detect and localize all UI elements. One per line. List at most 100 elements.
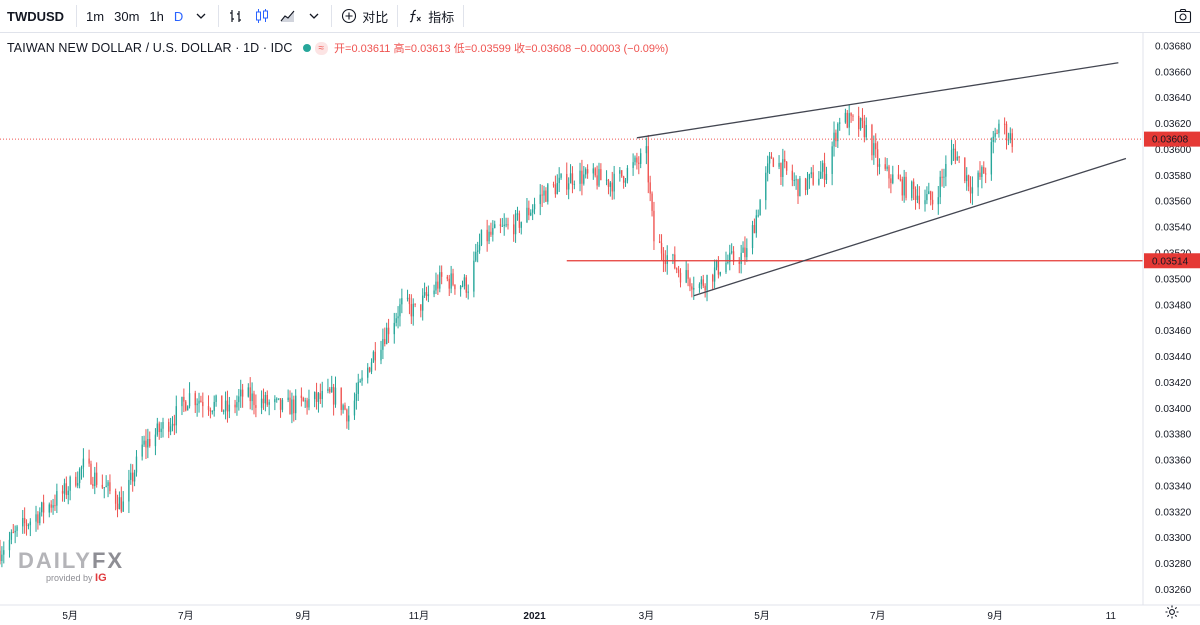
candle-body [702, 279, 704, 286]
candle-body [533, 204, 536, 210]
price-tick-label: 0.03600 [1155, 145, 1192, 156]
price-chart[interactable]: 0.03680 0.03660 0.03640 0.03620 0.03600 0.035… [0, 33, 1200, 625]
logo-provided-by: provided by IG [46, 572, 107, 584]
open-label: 开= [334, 43, 352, 55]
candles-chart-type-button[interactable] [249, 0, 275, 33]
delayed-data-badge[interactable]: ≈ [314, 41, 328, 55]
candle-body [238, 396, 240, 403]
compare-button[interactable]: 对比 [336, 0, 393, 33]
candle-body [14, 530, 16, 533]
candle-body [621, 170, 623, 177]
interval-dropdown-button[interactable] [188, 0, 214, 33]
candle-body [937, 197, 939, 205]
candle-body [969, 186, 972, 194]
price-tick-label: 0.03620 [1155, 119, 1192, 130]
candle-body [247, 387, 249, 397]
area-chart-type-button[interactable] [275, 0, 301, 33]
candle-body [662, 253, 665, 262]
candle-body [649, 182, 651, 194]
candle-body [1005, 124, 1008, 141]
candle-body [156, 423, 159, 435]
bar-chart-type-button[interactable] [223, 0, 249, 33]
candle-body [277, 398, 280, 400]
candle-body [797, 179, 799, 197]
candle-body [147, 438, 149, 448]
trendline-upper [636, 62, 1119, 139]
candle-body [435, 281, 437, 291]
candle-body [327, 388, 329, 392]
candle-body [367, 367, 369, 378]
candle-body [596, 175, 598, 186]
candle-body [92, 484, 94, 487]
candle-body [132, 472, 134, 482]
interval-d-button[interactable]: D [173, 8, 184, 24]
candle-body [332, 386, 335, 405]
candle-body [476, 250, 479, 252]
candle-body [677, 269, 680, 273]
candle-body [844, 112, 847, 123]
camera-icon[interactable] [1174, 7, 1192, 25]
candle-body [984, 173, 987, 175]
candle-body [1, 554, 3, 561]
indicators-button[interactable]: 指标 [402, 0, 459, 33]
candle-body [979, 172, 981, 177]
candle-body [569, 173, 572, 184]
candle-body [8, 539, 11, 551]
candle-body [846, 112, 848, 128]
open-value: 0.03611 [351, 43, 391, 55]
toolbar-divider [463, 5, 465, 27]
candle-body [61, 491, 64, 494]
candle-body [118, 497, 121, 510]
candle-body [727, 261, 729, 263]
price-tick-label: 0.03340 [1155, 481, 1192, 492]
interval-30m-button[interactable]: 30m [114, 8, 140, 24]
candle-body [368, 367, 371, 372]
candle-body [334, 387, 337, 405]
candle-body [386, 327, 388, 344]
candle-body [626, 167, 629, 181]
candle-body [446, 276, 449, 279]
candle-body [753, 225, 756, 234]
candle-body [636, 157, 638, 163]
compare-label: 对比 [362, 9, 389, 25]
candle-body [812, 172, 814, 185]
candle-body [581, 170, 583, 184]
candle-body [554, 184, 557, 195]
candle-body [687, 270, 689, 279]
candle-body [65, 483, 68, 495]
candle-body [370, 362, 373, 372]
candle-body [930, 191, 932, 200]
candle-body [52, 505, 54, 508]
interval-1m-button[interactable]: 1m [86, 8, 105, 24]
high-value: 0.03613 [410, 43, 451, 55]
interval-1h-button[interactable]: 1h [149, 8, 164, 24]
candle-body [50, 504, 52, 508]
time-tick-label: 9月 [296, 610, 312, 622]
candle-body [981, 167, 983, 177]
candle-body [706, 275, 708, 291]
ohlc-values: 开=0.03611 高=0.03613 低=0.03599 收=0.03608 … [334, 40, 668, 56]
chart-type-dropdown-button[interactable] [301, 0, 327, 33]
price-tick-label: 0.03500 [1155, 274, 1192, 285]
candle-body [183, 396, 185, 402]
candle-body [514, 213, 517, 235]
candle-body [27, 525, 30, 527]
candle-body [674, 254, 676, 269]
candle-body [422, 295, 424, 311]
candle-body [645, 146, 648, 154]
candle-body [302, 397, 304, 402]
candle-body [732, 251, 735, 262]
candle-body [300, 395, 303, 398]
candle-body [88, 458, 90, 464]
candle-body [291, 399, 293, 415]
symbol-search-button[interactable]: TWDUSD [7, 8, 65, 24]
candle-body [994, 133, 996, 137]
low-label: 低= [453, 43, 472, 55]
candle-body [54, 505, 56, 507]
candle-body [175, 406, 177, 426]
candle-body [433, 290, 435, 295]
candle-body [56, 491, 58, 506]
gear-icon[interactable] [1164, 604, 1180, 620]
candle-body [658, 241, 661, 244]
candle-body [579, 170, 581, 184]
